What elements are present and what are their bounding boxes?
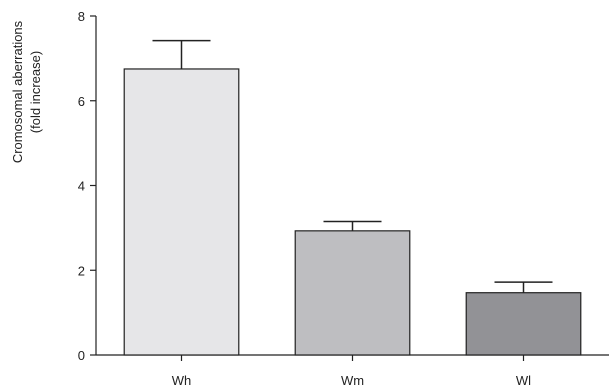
x-tick-label: Wl [516, 373, 531, 388]
bar-wm [294, 230, 411, 356]
y-axis-title: Cromosomal aberrations (fold increase) [10, 20, 43, 163]
y-axis-title-line-2: (fold increase) [28, 51, 43, 133]
x-tick-label: Wm [341, 373, 364, 388]
bar-wh [123, 68, 240, 356]
x-axis: Wh Wm Wl [96, 354, 609, 388]
x-tick-label: Wh [172, 373, 192, 388]
y-axis: 0 2 4 6 8 [78, 9, 97, 363]
y-tick-label: 4 [78, 179, 85, 194]
bars [123, 39, 582, 356]
y-tick-label: 0 [78, 348, 85, 363]
y-tick-label: 6 [78, 94, 85, 109]
bar-wl [465, 292, 582, 356]
y-axis-title-line-1: Cromosomal aberrations [10, 20, 25, 163]
y-tick-label: 2 [78, 263, 85, 278]
y-tick-label: 8 [78, 9, 85, 24]
